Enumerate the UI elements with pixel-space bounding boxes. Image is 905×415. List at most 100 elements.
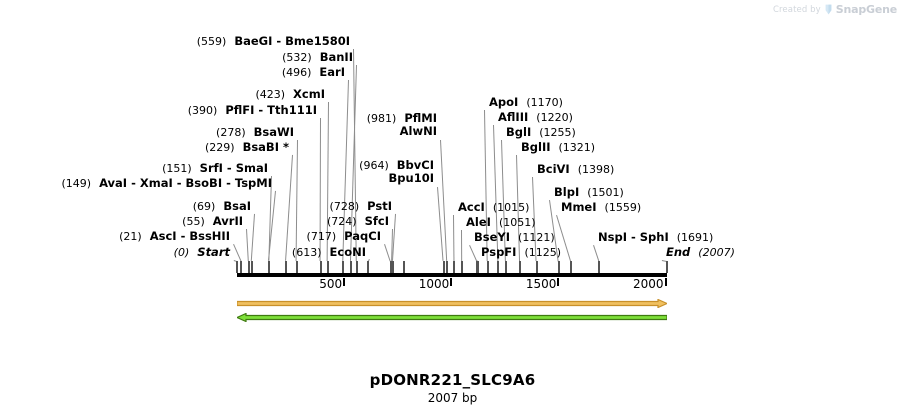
site-label-blpi[interactable]: BlpI (1501) [554,186,624,200]
site-enzyme-names: PflFI - Tth111I [225,103,317,117]
ruler-tick-label: 500 [319,277,343,291]
site-label-avrii[interactable]: (55) AvrII [182,215,243,229]
site-enzyme-names: BanII [319,50,353,64]
site-label-bbvci[interactable]: (964) BbvCI Bpu10I [359,159,434,185]
site-label-bcivi[interactable]: BciVI (1398) [537,162,615,177]
site-enzyme-names: PspFI [481,245,517,259]
site-leader-line [469,245,478,262]
site-enzyme-names: PflMI [404,111,437,125]
site-label-asci[interactable]: (21) AscI - BssHII [119,229,230,244]
site-label-apoi[interactable]: ApoI (1170) [489,96,563,110]
site-enzyme-names: BbvCI [396,158,434,172]
site-enzyme-names: AscI - BssHII [149,229,230,243]
ruler-minor-tick [557,261,560,273]
site-label-start[interactable]: (0) Start [173,246,230,260]
site-position: (728) [329,200,360,213]
site-label-xcmi[interactable]: (423) XcmI [255,87,325,102]
site-label-bsabi[interactable]: (229) BsaBI * [205,141,289,155]
ruler-minor-tick [666,261,668,273]
site-position: (278) [216,126,246,139]
site-label-pspfi[interactable]: PspFI (1125) [481,245,562,260]
site-label-banii[interactable]: (532) BanII [282,50,353,65]
site-enzyme-names: AleI [466,215,491,229]
site-label-bsai[interactable]: (69) BsaI [192,200,251,214]
site-enzyme-names: BseYI [474,230,511,244]
site-label-bsawi[interactable]: (278) BsaWI [216,126,294,140]
site-label-baegi[interactable]: (559) BaeGI - Bme1580I [196,34,350,49]
site-enzyme-names: BglII [521,140,551,154]
site-enzyme-names: PstI [367,199,392,213]
site-label-avai[interactable]: (149) AvaI - XmaI - BsoBI - TspMI [61,176,272,191]
ruler-minor-tick [349,261,352,273]
site-label-paqci[interactable]: (717) PaqCI [306,229,381,244]
site-label-bseyi[interactable]: BseYI (1121) [474,230,555,245]
site-label-nspi[interactable]: NspI - SphI (1691) [598,231,713,245]
ruler-major-tick [343,278,346,286]
site-enzyme-names: AvaI - XmaI - BsoBI - TspMI [99,176,272,190]
ruler-minor-tick [319,261,322,273]
ruler-minor-tick [247,261,250,273]
site-position: (1125) [524,246,562,259]
site-label-end[interactable]: End (2007) [666,246,735,260]
reverse-feature-arrow[interactable] [237,313,667,322]
site-enzyme-names-line2: Bpu10I [388,171,434,185]
ruler-minor-tick [250,261,253,273]
site-position: (149) [61,177,92,190]
site-position: (717) [306,230,337,243]
site-label-bglii[interactable]: BglII (1321) [521,140,596,155]
site-label-pflmi[interactable]: (981) PflMI AlwNI [367,112,437,138]
site-label-alei[interactable]: AleI (1051) [466,215,536,230]
site-enzyme-names-line2: AlwNI [399,124,437,138]
ruler-minor-tick [570,261,573,273]
site-position: (55) [182,215,205,228]
site-position: (981) [366,112,397,125]
site-position: (724) [327,215,357,228]
site-label-afliii[interactable]: AflIII (1220) [498,110,573,125]
ruler-tick-label: 1500 [525,277,557,291]
site-leader-line [384,244,391,262]
site-label-bgli[interactable]: BglI (1255) [506,126,576,140]
ruler-minor-tick [461,261,464,273]
site-position: (559) [196,35,227,48]
site-position: (1121) [518,231,555,244]
site-enzyme-names: XcmI [293,87,325,101]
site-label-psti[interactable]: (728) PstI [329,199,392,214]
site-label-sfci[interactable]: (724) SfcI [327,214,389,229]
site-label-pflfi[interactable]: (390) PflFI - Tth111I [187,103,317,118]
site-position: (69) [192,200,216,213]
site-label-mmei[interactable]: MmeI (1559) [561,201,642,215]
site-enzyme-names: AflIII [498,110,529,124]
ruler-tick-label: 2000 [632,277,664,291]
ruler-minor-tick [477,261,480,273]
site-enzyme-names: BciVI [537,162,570,176]
ruler-minor-tick [403,261,406,273]
site-position: (390) [187,104,218,117]
site-position: (1321) [558,141,596,154]
site-position: (0) [173,246,190,259]
forward-feature-arrow[interactable] [237,299,667,308]
site-leader-line [233,244,242,262]
ruler-minor-tick [285,261,288,273]
site-label-econi[interactable]: (613) EcoNI [292,246,366,260]
ruler-minor-tick [240,261,243,273]
page-title: pDONR221_SLC9A6 [369,371,536,389]
ruler-minor-tick [236,261,238,273]
site-label-srfi[interactable]: (151) SrfI - SmaI [162,162,268,176]
ruler-major-tick [557,278,560,286]
site-label-acci[interactable]: AccI (1015) [458,200,529,215]
site-position: (1559) [604,201,642,214]
site-enzyme-names: PaqCI [344,229,381,243]
site-leader-line [391,213,396,261]
site-leader-line [295,139,298,261]
site-enzyme-names: AccI [458,200,485,214]
site-label-eari[interactable]: (496) EarI [281,66,345,80]
site-position: (423) [255,88,286,101]
ruler-minor-tick [486,261,489,273]
site-enzyme-names: SfcI [364,214,389,228]
ruler-tick-label: 1000 [418,277,450,291]
site-position: (496) [281,66,312,79]
site-enzyme-names: BaeGI - Bme1580I [234,34,350,48]
site-position: (1398) [577,163,615,176]
site-position: (21) [119,230,142,243]
